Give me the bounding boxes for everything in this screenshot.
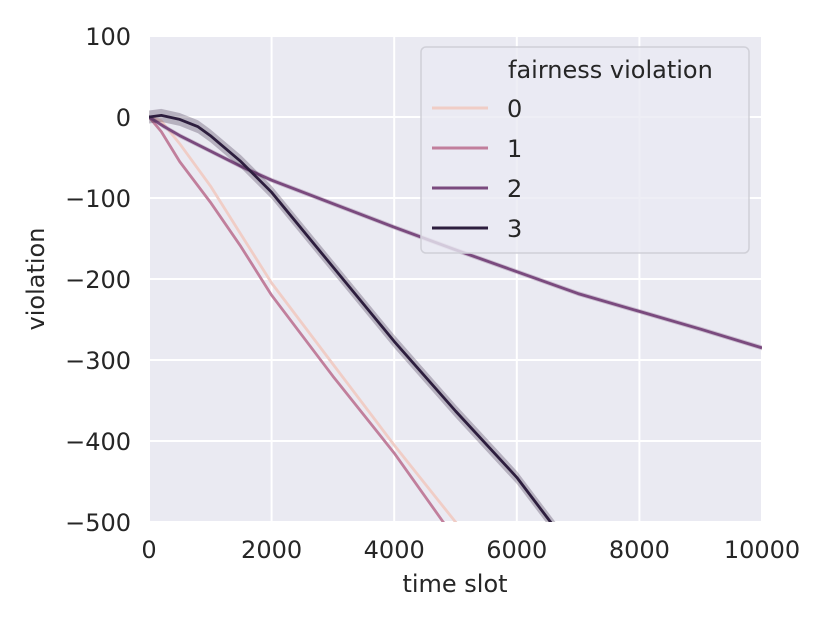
x-tick-label: 10000 — [724, 536, 800, 564]
y-tick-label: −300 — [65, 347, 131, 375]
legend-label-0: 0 — [507, 95, 522, 123]
series-0-line — [149, 115, 458, 522]
series-3-line — [149, 114, 553, 522]
x-tick-label: 6000 — [486, 536, 547, 564]
x-axis-label: time slot — [402, 570, 507, 598]
y-tick-labels: 100 0 −100 −200 −300 −400 −500 — [65, 23, 131, 537]
legend-items: 0 1 2 3 — [432, 95, 522, 243]
y-tick-label: 100 — [85, 23, 131, 51]
series-2-line — [149, 115, 762, 350]
x-tick-label: 4000 — [364, 536, 425, 564]
x-tick-label: 2000 — [241, 536, 302, 564]
x-tick-labels: 0 2000 4000 6000 8000 10000 — [141, 536, 800, 564]
y-tick-label: −100 — [65, 185, 131, 213]
legend-label-1: 1 — [507, 135, 522, 163]
legend-label-3: 3 — [507, 215, 522, 243]
y-axis-label: violation — [22, 228, 50, 331]
series-layer — [149, 108, 762, 522]
y-tick-label: −500 — [65, 509, 131, 537]
gridlines — [148, 35, 763, 523]
legend: fairness violation 0 1 2 3 — [420, 46, 750, 254]
series-1-line — [149, 116, 445, 522]
x-tick-label: 8000 — [609, 536, 670, 564]
legend-title: fairness violation — [508, 56, 713, 84]
y-tick-label: −200 — [65, 266, 131, 294]
legend-box — [420, 46, 750, 254]
y-tick-label: −400 — [65, 428, 131, 456]
legend-label-2: 2 — [507, 175, 522, 203]
series-3-band — [149, 108, 556, 522]
y-tick-label: 0 — [116, 104, 131, 132]
x-tick-label: 0 — [141, 536, 156, 564]
